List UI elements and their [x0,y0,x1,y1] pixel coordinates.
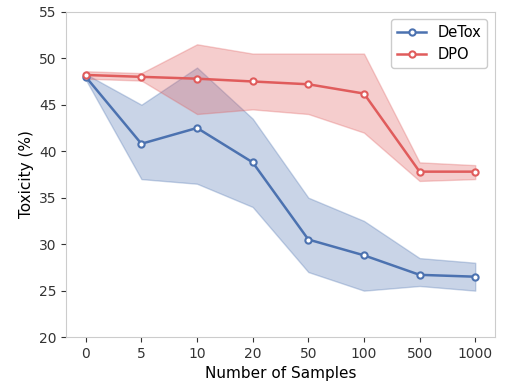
DPO [471,169,477,174]
DPO [305,82,311,87]
DeTox [305,237,311,242]
DeTox [193,125,200,130]
DeTox [82,74,89,79]
Legend: DeTox, DPO: DeTox, DPO [390,19,487,68]
DeTox [416,272,422,277]
DPO [82,73,89,77]
DPO [193,76,200,81]
DeTox [138,142,144,146]
DPO [416,169,422,174]
DeTox [249,160,255,165]
Line: DeTox: DeTox [82,74,477,280]
DPO [249,79,255,84]
DeTox [360,253,366,258]
Y-axis label: Toxicity (%): Toxicity (%) [18,131,34,218]
DeTox [471,274,477,279]
X-axis label: Number of Samples: Number of Samples [204,367,356,381]
DPO [138,74,144,79]
DPO [360,91,366,96]
Line: DPO: DPO [82,72,477,175]
